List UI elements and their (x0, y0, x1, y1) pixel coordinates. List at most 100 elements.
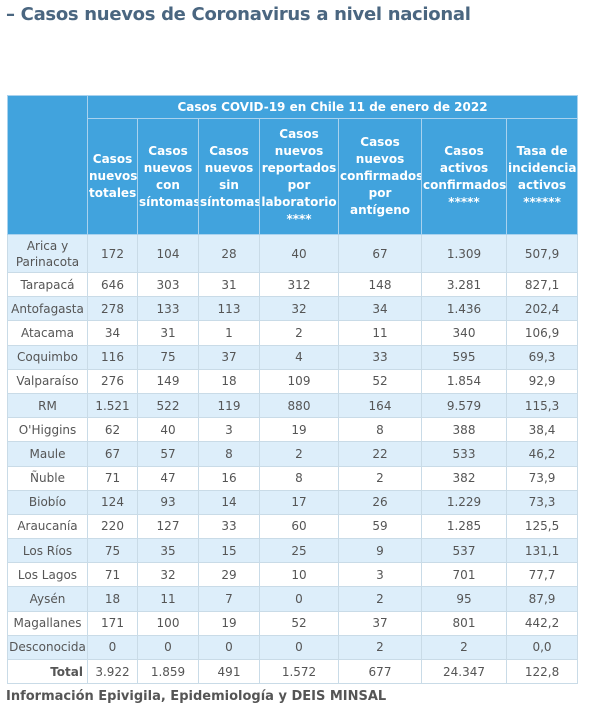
value-cell: 62 (87, 417, 138, 443)
region-cell: Araucanía (7, 513, 88, 540)
table-row: Desconocida 0 0 0 0 2 2 0,0 (7, 634, 579, 661)
table-row: Los Lagos 71 32 29 10 3 701 77,7 (7, 562, 579, 588)
table-caption: Casos COVID-19 en Chile 11 de enero de 2… (86, 95, 579, 119)
column-header: Casos nuevos sin síntomas (198, 118, 260, 235)
value-cell: 312 (259, 271, 339, 298)
region-cell: Magallanes (7, 610, 88, 636)
value-cell: 1.229 (421, 489, 507, 515)
table-row: Valparaíso 276 149 18 109 52 1.854 92,9 (7, 368, 579, 394)
value-cell: 124 (87, 489, 138, 515)
column-header: Casos nuevos confirmados por antígeno (338, 118, 422, 235)
region-cell: Aysén (7, 586, 88, 612)
value-cell: 0,0 (505, 634, 579, 661)
value-cell: 34 (338, 296, 422, 322)
value-cell: 14 (198, 489, 260, 515)
value-cell: 24.347 (421, 658, 507, 685)
value-cell: 0 (198, 634, 260, 661)
value-cell: 164 (338, 392, 422, 419)
value-cell: 276 (87, 368, 138, 394)
value-cell: 75 (137, 344, 199, 370)
value-cell: 278 (87, 296, 138, 322)
value-cell: 67 (338, 234, 422, 273)
value-cell: 3.281 (421, 271, 507, 298)
value-cell: 52 (259, 610, 339, 636)
value-cell: 37 (198, 344, 260, 370)
value-cell: 0 (259, 634, 339, 661)
value-cell: 9 (338, 538, 422, 564)
column-header: Casos nuevos reportados por laboratorio … (259, 118, 339, 235)
value-cell: 46,2 (505, 441, 579, 467)
value-cell: 533 (421, 441, 507, 467)
value-cell: 2 (259, 441, 339, 467)
value-cell: 0 (137, 634, 199, 661)
table-row: RM 1.521 522 119 880 164 9.579 115,3 (7, 392, 579, 419)
table-row: Atacama 34 31 1 2 11 340 106,9 (7, 320, 579, 346)
table-row: Tarapacá 646 303 31 312 148 3.281 827,1 (7, 271, 579, 298)
value-cell: 1.854 (421, 368, 507, 394)
value-cell: 507,9 (505, 234, 579, 273)
value-cell: 19 (198, 610, 260, 636)
value-cell: 303 (137, 271, 199, 298)
page-title: – Casos nuevos de Coronavirus a nivel na… (6, 4, 471, 25)
corner-cell (7, 95, 88, 235)
source-note: Información Epivigila, Epidemiología y D… (6, 689, 387, 704)
value-cell: 115,3 (505, 392, 579, 419)
value-cell: 71 (87, 465, 138, 491)
value-cell: 8 (198, 441, 260, 467)
value-cell: 9.579 (421, 392, 507, 419)
value-cell: 11 (137, 586, 199, 612)
value-cell: 382 (421, 465, 507, 491)
value-cell: 18 (198, 368, 260, 394)
table-row: Arica y Parinacota 172 104 28 40 67 1.309 507,9 (7, 234, 579, 273)
value-cell: 131,1 (505, 538, 579, 564)
table-row: Araucanía 220 127 33 60 59 1.285 125,5 (7, 513, 579, 540)
value-cell: 100 (137, 610, 199, 636)
value-cell: 18 (87, 586, 138, 612)
region-cell: O'Higgins (7, 417, 88, 443)
region-cell: Los Lagos (7, 562, 88, 588)
value-cell: 491 (198, 658, 260, 685)
value-cell: 26 (338, 489, 422, 515)
value-cell: 17 (259, 489, 339, 515)
value-cell: 47 (137, 465, 199, 491)
table-row: O'Higgins 62 40 3 19 8 388 38,4 (7, 417, 579, 443)
value-cell: 127 (137, 513, 199, 540)
region-cell: Atacama (7, 320, 88, 346)
value-cell: 69,3 (505, 344, 579, 370)
value-cell: 34 (87, 320, 138, 346)
value-cell: 113 (198, 296, 260, 322)
value-cell: 109 (259, 368, 339, 394)
value-cell: 2 (259, 320, 339, 346)
value-cell: 15 (198, 538, 260, 564)
value-cell: 37 (338, 610, 422, 636)
table-row: Ñuble 71 47 16 8 2 382 73,9 (7, 465, 579, 491)
table-row: Antofagasta 278 133 113 32 34 1.436 202,4 (7, 296, 579, 322)
table-row: Aysén 18 11 7 0 2 95 87,9 (7, 586, 579, 612)
region-cell: Arica y Parinacota (7, 234, 88, 273)
table-row: Los Ríos 75 35 15 25 9 537 131,1 (7, 538, 579, 564)
region-cell: Los Ríos (7, 538, 88, 564)
column-header: Casos nuevos con síntomas (137, 118, 199, 235)
value-cell: 442,2 (505, 610, 579, 636)
value-cell: 119 (198, 392, 260, 419)
value-cell: 171 (87, 610, 138, 636)
value-cell: 71 (87, 562, 138, 588)
region-cell: Maule (7, 441, 88, 467)
table-row: Maule 67 57 8 2 22 533 46,2 (7, 441, 579, 467)
value-cell: 1.309 (421, 234, 507, 273)
value-cell: 52 (338, 368, 422, 394)
value-cell: 2 (338, 586, 422, 612)
value-cell: 133 (137, 296, 199, 322)
table-row: Magallanes 171 100 19 52 37 801 442,2 (7, 610, 579, 636)
value-cell: 522 (137, 392, 199, 419)
value-cell: 122,8 (505, 658, 579, 685)
value-cell: 77,7 (505, 562, 579, 588)
value-cell: 75 (87, 538, 138, 564)
value-cell: 60 (259, 513, 339, 540)
value-cell: 2 (338, 634, 422, 661)
region-cell: Total (7, 658, 88, 685)
value-cell: 220 (87, 513, 138, 540)
value-cell: 0 (87, 634, 138, 661)
value-cell: 10 (259, 562, 339, 588)
